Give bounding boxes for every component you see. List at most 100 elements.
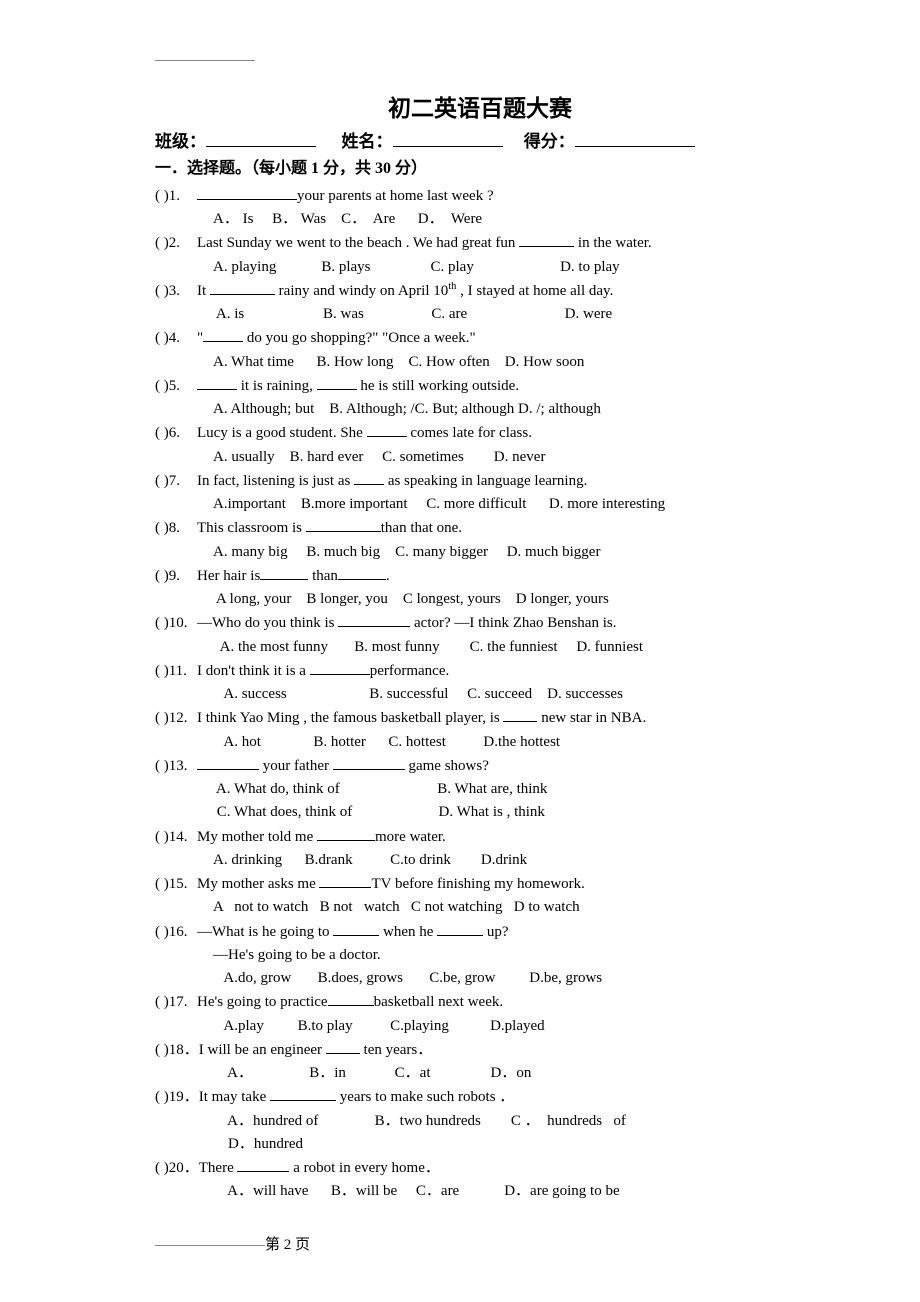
question-number: ( )12. (155, 707, 197, 730)
question-stem: ( )4. " do you go shopping?" "Once a wee… (155, 326, 805, 350)
question-number: ( )11. (155, 660, 197, 683)
question-stem: ( )20． There a robot in every home． (155, 1156, 805, 1180)
question-options: A. drinking B.drank C.to drink D.drink (155, 849, 805, 872)
question-stem: ( )1. your parents at home last week ? (155, 184, 805, 208)
page-footer: 第 2 页 (155, 1234, 805, 1257)
question-stem: ( )10. —Who do you think is actor? —I th… (155, 611, 805, 635)
question-options: A． Is B． Was C． Are D． Were (155, 208, 805, 231)
footer-page-number: 第 2 页 (265, 1237, 310, 1253)
question-text: Last Sunday we went to the beach . We ha… (197, 235, 652, 251)
question-options: A. the most funny B. most funny C. the f… (155, 636, 805, 659)
question-stem: ( )3. It rainy and windy on April 10th ,… (155, 279, 805, 303)
question-number: ( )4. (155, 327, 197, 350)
question-options: A. hot B. hotter C. hottest D.the hottes… (155, 731, 805, 754)
question: ( )14. My mother told me more water.A. d… (155, 825, 805, 873)
question-options: D．hundred (155, 1133, 805, 1156)
question-number: ( )6. (155, 422, 197, 445)
question-options: A．will have B．will be C．are D．are going … (155, 1180, 805, 1203)
question-options: A．hundred of B．two hundreds C ． hundreds… (155, 1110, 805, 1133)
question-options: A.important B.more important C. more dif… (155, 493, 805, 516)
question-text: In fact, listening is just as as speakin… (197, 473, 587, 489)
question-text: —Who do you think is actor? —I think Zha… (197, 615, 616, 631)
question-options: A. What time B. How long C. How often D.… (155, 351, 805, 374)
question-options: A. playing B. plays C. play D. to play (155, 256, 805, 279)
question-stem: ( )14. My mother told me more water. (155, 825, 805, 849)
question-stem: ( )19． It may take years to make such ro… (155, 1085, 805, 1109)
top-rule (155, 60, 255, 61)
question-options: C. What does, think of D. What is , thin… (155, 801, 805, 824)
score-blank[interactable] (575, 129, 695, 147)
question-number: ( )7. (155, 470, 197, 493)
question-text: " do you go shopping?" "Once a week." (197, 330, 476, 346)
question-text: your parents at home last week ? (197, 188, 494, 204)
question: ( )1. your parents at home last week ?A．… (155, 184, 805, 232)
question-number: ( )20． (155, 1157, 199, 1180)
question-text: My mother asks me TV before finishing my… (197, 876, 585, 892)
document-title: 初二英语百题大赛 (155, 91, 805, 127)
question-stem: ( )18． I will be an engineer ten years． (155, 1038, 805, 1062)
question-stem: ( )13. your father game shows? (155, 754, 805, 778)
question-options: A. usually B. hard ever C. sometimes D. … (155, 446, 805, 469)
question: ( )4. " do you go shopping?" "Once a wee… (155, 326, 805, 374)
question: ( )15. My mother asks me TV before finis… (155, 872, 805, 920)
question: ( )6. Lucy is a good student. She comes … (155, 421, 805, 469)
question: ( )5. it is raining, he is still working… (155, 374, 805, 422)
question-number: ( )9. (155, 565, 197, 588)
question-text: This classroom is than that one. (197, 520, 462, 536)
class-label: 班级： (155, 132, 206, 151)
question-text: —What is he going to when he up? (197, 924, 509, 940)
question: ( )11. I don't think it is a performance… (155, 659, 805, 707)
question-stem: ( )15. My mother asks me TV before finis… (155, 872, 805, 896)
question: ( )19． It may take years to make such ro… (155, 1085, 805, 1156)
question-stem: ( )2. Last Sunday we went to the beach .… (155, 231, 805, 255)
question-text: I will be an engineer ten years． (199, 1042, 433, 1058)
question-number: ( )8. (155, 517, 197, 540)
question-number: ( )3. (155, 280, 197, 303)
question-options: A. is B. was C. are D. were (155, 303, 805, 326)
question-number: ( )1. (155, 185, 197, 208)
question-options: A long, your B longer, you C longest, yo… (155, 588, 805, 611)
class-blank[interactable] (206, 129, 316, 147)
score-label: 得分： (524, 132, 575, 151)
question-text: your father game shows? (197, 758, 489, 774)
document-page: 初二英语百题大赛 班级： 姓名： 得分： 一．选择题。（每小题 1 分，共 30… (0, 0, 920, 1297)
question: ( )18． I will be an engineer ten years． … (155, 1038, 805, 1086)
question-text: I think Yao Ming , the famous basketball… (197, 710, 646, 726)
student-info-row: 班级： 姓名： 得分： (155, 129, 805, 155)
question: ( )17. He's going to practicebasketball … (155, 990, 805, 1038)
questions-container: ( )1. your parents at home last week ?A．… (155, 184, 805, 1204)
question-options: A.do, grow B.does, grows C.be, grow D.be… (155, 967, 805, 990)
name-blank[interactable] (393, 129, 503, 147)
question: ( )9. Her hair is than. A long, your B l… (155, 564, 805, 612)
question-stem: ( )8. This classroom is than that one. (155, 516, 805, 540)
question-stem: ( )17. He's going to practicebasketball … (155, 990, 805, 1014)
question-stem: ( )16. —What is he going to when he up? (155, 920, 805, 944)
question: ( )20． There a robot in every home． A．wi… (155, 1156, 805, 1204)
question-text: it is raining, he is still working outsi… (197, 378, 519, 394)
question-options: A not to watch B not watch C not watchin… (155, 896, 805, 919)
question-text: It rainy and windy on April 10th , I sta… (197, 283, 613, 299)
question-number: ( )2. (155, 232, 197, 255)
question-stem: ( )11. I don't think it is a performance… (155, 659, 805, 683)
question-number: ( )10. (155, 612, 197, 635)
name-label: 姓名： (342, 132, 393, 151)
question-options: A. Although; but B. Although; /C. But; a… (155, 398, 805, 421)
footer-rule (155, 1245, 265, 1246)
question-line2: —He's going to be a doctor. (155, 944, 805, 967)
question-number: ( )15. (155, 873, 197, 896)
question: ( )8. This classroom is than that one.A.… (155, 516, 805, 564)
question-text: Her hair is than. (197, 568, 390, 584)
question-options: A. many big B. much big C. many bigger D… (155, 541, 805, 564)
question: ( )16. —What is he going to when he up? … (155, 920, 805, 991)
question-number: ( )16. (155, 921, 197, 944)
question: ( )10. —Who do you think is actor? —I th… (155, 611, 805, 659)
question-text: My mother told me more water. (197, 829, 446, 845)
question-options: A. What do, think of B. What are, think (155, 778, 805, 801)
question-options: A. success B. successful C. succeed D. s… (155, 683, 805, 706)
question: ( )13. your father game shows? A. What d… (155, 754, 805, 825)
question-stem: ( )6. Lucy is a good student. She comes … (155, 421, 805, 445)
question-stem: ( )5. it is raining, he is still working… (155, 374, 805, 398)
section-heading: 一．选择题。（每小题 1 分，共 30 分） (155, 157, 805, 182)
question-number: ( )14. (155, 826, 197, 849)
question: ( )2. Last Sunday we went to the beach .… (155, 231, 805, 279)
